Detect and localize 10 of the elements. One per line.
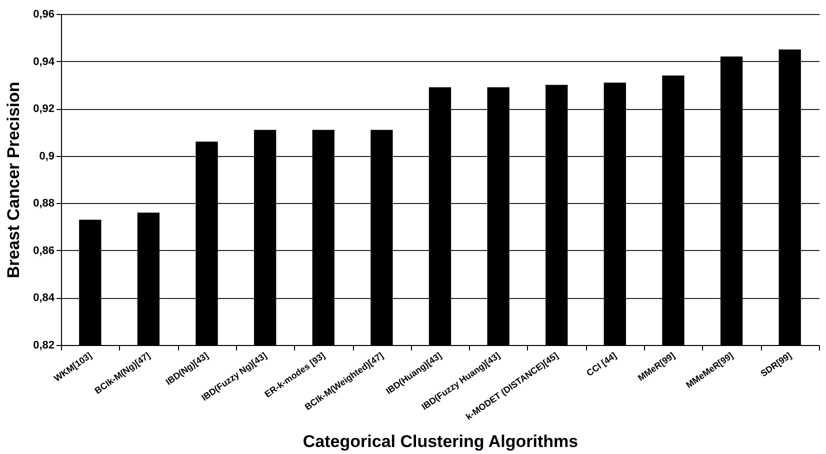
y-tick-label: 0,84 [33, 292, 56, 304]
y-tick-label: 0,82 [33, 340, 54, 352]
y-tick-label: 0,86 [33, 244, 54, 257]
y-tick-label: 0,88 [33, 198, 54, 210]
y-tick-label: 0,92 [33, 103, 54, 116]
y-tick-label: 0,94 [33, 56, 56, 68]
y-tick-label: 0,96 [33, 8, 54, 20]
y-tick-label: 0,9 [39, 150, 54, 162]
y-axis-title: Breast Cancer Precision [4, 82, 24, 278]
x-axis-title: Categorical Clustering Algorithms [302, 432, 578, 451]
